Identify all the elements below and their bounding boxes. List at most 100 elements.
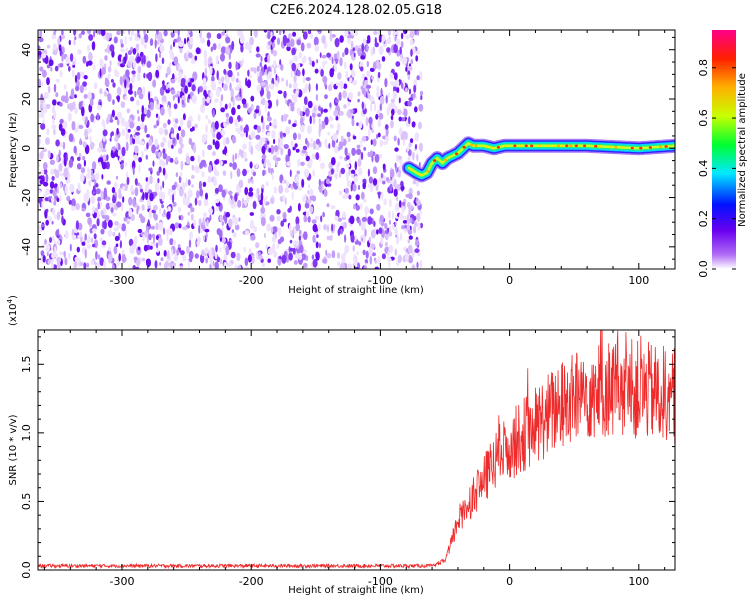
spectrogram-noise-blob — [172, 73, 175, 81]
spectrogram-noise-blob — [390, 72, 394, 80]
spectrogram-noise-blob — [100, 209, 104, 217]
spectrogram-noise-blob — [114, 116, 119, 121]
spectrogram-noise-blob — [342, 52, 345, 58]
spectrogram-noise-blob — [292, 181, 296, 188]
spectrogram-noise-blob — [279, 131, 283, 139]
spectrogram-noise-blob — [62, 141, 66, 150]
spectrogram-noise-blob — [40, 250, 45, 257]
spectrogram-noise-blob — [320, 107, 324, 115]
spectrogram-noise-blob — [102, 154, 106, 162]
spectrogram-noise-blob — [379, 214, 384, 223]
spectrogram-noise-blob — [160, 142, 165, 148]
spectrogram-noise-blob — [89, 227, 93, 234]
spectrogram-noise-blob — [394, 162, 397, 169]
spectrogram-noise-blob — [119, 240, 122, 249]
spectrogram-noise-blob — [117, 95, 120, 103]
spectrogram-noise-blob — [312, 234, 316, 243]
spectrogram-noise-blob — [103, 260, 106, 269]
spectrogram-noise-blob — [282, 194, 285, 202]
spectrogram-noise-blob — [73, 30, 77, 36]
spectrogram-noise-blob — [359, 66, 364, 72]
spectrogram-noise-blob — [128, 30, 131, 36]
spectrogram-noise-blob — [364, 259, 369, 264]
spectrogram-noise-blob — [326, 52, 331, 58]
spectrogram-noise-blob — [280, 220, 285, 227]
spectrogram-noise-blob — [164, 129, 169, 136]
spectrogram-noise-blob — [414, 248, 420, 254]
spectrogram-noise-blob — [401, 225, 405, 230]
spectrogram-noise-blob — [377, 71, 381, 79]
spectrogram-noise-blob — [42, 254, 46, 263]
spectrogram-noise-blob — [305, 137, 308, 145]
spectrogram-noise-blob — [242, 203, 246, 209]
spectrogram-noise-blob — [52, 43, 57, 51]
spectrogram-noise-blob — [363, 146, 367, 151]
spectrogram-noise-blob — [99, 58, 104, 68]
spectrogram-noise-blob — [291, 62, 297, 72]
spectrogram-noise-blob — [398, 212, 404, 221]
spectrogram-noise-blob — [137, 65, 142, 74]
spectrogram-noise-blob — [198, 199, 202, 207]
spectrogram-noise-blob — [112, 195, 117, 204]
spectrogram-noise-blob — [231, 40, 235, 51]
snr-plot-area — [38, 330, 675, 570]
spectrogram-noise-blob — [360, 137, 363, 148]
spectrogram-noise-blob — [349, 63, 353, 71]
spectrogram-noise-blob — [358, 120, 363, 129]
spectrogram-noise-blob — [303, 168, 310, 178]
spectrogram-noise-blob — [124, 79, 127, 89]
spectrogram-noise-blob — [238, 179, 244, 188]
spectrogram-noise-blob — [335, 98, 339, 104]
spectrogram-noise-blob — [282, 212, 287, 219]
spectrogram-noise-blob — [52, 207, 56, 216]
spectrogram-noise-blob — [161, 204, 165, 209]
spectrogram-noise-blob — [401, 206, 405, 214]
spectrogram-noise-blob — [270, 226, 274, 234]
spectrogram-noise-blob — [99, 88, 103, 95]
spectrogram-noise-blob — [214, 252, 218, 260]
spectrogram-noise-blob — [310, 138, 313, 143]
spectrogram-noise-blob — [259, 71, 263, 77]
colorbar-tick-label: 0.6 — [697, 109, 710, 127]
spectrogram-noise-blob — [51, 220, 54, 225]
signal-track-peak — [630, 146, 634, 150]
spectrogram-noise-blob — [367, 151, 371, 158]
spectrogram-noise-blob — [329, 124, 334, 129]
spectrogram-noise-blob — [142, 234, 145, 242]
spectrogram-noise-blob — [123, 86, 128, 95]
spectrogram-noise-blob — [307, 190, 310, 195]
spectrogram-noise-blob — [134, 91, 137, 98]
spectrogram-noise-blob — [96, 30, 100, 35]
spectrogram-noise-blob — [60, 128, 66, 136]
spectrogram-noise-blob — [256, 84, 262, 92]
spectrogram-noise-blob — [174, 222, 180, 229]
spectrogram-noise-blob — [333, 145, 339, 154]
spectrogram-noise-blob — [355, 194, 360, 201]
spectrogram-noise-blob — [253, 124, 258, 130]
spectrogram-noise-blob — [317, 113, 322, 118]
spectrogram-noise-blob — [87, 91, 92, 101]
spectrogram-noise-blob — [262, 169, 265, 177]
spectrogram-noise-blob — [52, 51, 57, 55]
colorbar-gradient — [712, 30, 736, 269]
spectrogram-noise-blob — [280, 64, 284, 71]
spectrogram-noise-blob — [108, 246, 112, 252]
spectrogram-noise-blob — [265, 124, 270, 131]
spectrogram-noise-blob — [224, 103, 228, 110]
spectrogram-noise-blob — [134, 266, 140, 269]
spectrogram-noise-blob — [113, 181, 118, 189]
spectrogram-noise-blob — [77, 182, 81, 192]
spectrogram-noise-blob — [133, 145, 139, 154]
spectrogram-noise-blob — [253, 112, 257, 119]
spectrogram-noise-blob — [247, 178, 251, 184]
spectrogram-noise-blob — [368, 128, 371, 138]
spectrogram-noise-blob — [384, 223, 388, 229]
spectrogram-noise-blob — [225, 117, 230, 126]
spectrogram-noise-blob — [315, 138, 321, 145]
spectrogram-noise-blob — [260, 55, 263, 63]
spectrogram-noise-blob — [235, 97, 241, 101]
signal-track-peak — [433, 159, 437, 162]
spectrogram-noise-blob — [130, 96, 135, 102]
spectrogram-noise-blob — [140, 188, 144, 193]
spectrogram-noise-blob — [249, 36, 255, 46]
